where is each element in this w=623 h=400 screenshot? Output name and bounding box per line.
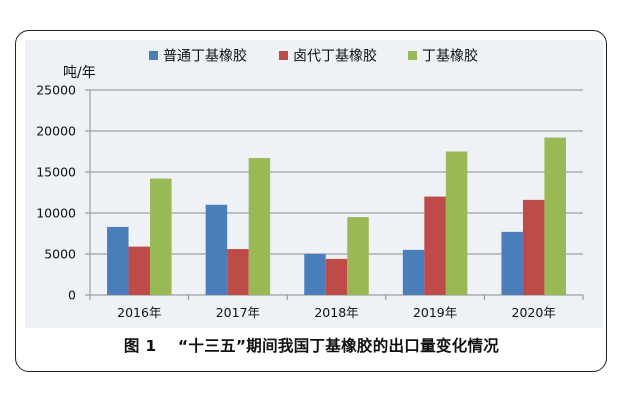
y-tick-label: 10000: [36, 206, 76, 221]
gridlines: [90, 89, 583, 255]
bars: [107, 137, 566, 295]
bar-1-2017年: [205, 204, 228, 295]
bar-2-2018年: [325, 258, 348, 295]
bar-1-2020年: [501, 231, 523, 295]
legend-label: 丁基橡胶: [422, 48, 478, 65]
x-tick-label: 2019年: [413, 305, 457, 320]
y-axis-unit: 吨/年: [63, 65, 96, 81]
legend-swatch: [149, 51, 158, 60]
bar-3-2020年: [544, 137, 566, 295]
legend-swatch: [279, 51, 288, 60]
legend-label: 卤代丁基橡胶: [293, 48, 377, 65]
y-tick-label: 20000: [36, 124, 76, 139]
bar-3-2017年: [248, 158, 271, 295]
bar-2-2019年: [424, 196, 446, 295]
bar-1-2016年: [107, 226, 129, 295]
x-tick-label: 2017年: [216, 305, 260, 320]
y-tick-label: 25000: [36, 83, 76, 98]
y-tick-label: 5000: [44, 247, 76, 262]
figure-caption: 图 1 “十三五”期间我国丁基橡胶的出口量变化情况: [123, 337, 500, 355]
y-tick-label: 15000: [36, 165, 76, 180]
legend-swatch: [408, 51, 417, 60]
y-tick-label: 0: [68, 288, 76, 303]
bar-1-2018年: [304, 254, 326, 295]
bar-3-2016年: [150, 178, 172, 295]
x-tick-label: 2020年: [512, 305, 556, 320]
legend-label: 普通丁基橡胶: [163, 48, 247, 65]
bar-3-2019年: [445, 151, 468, 295]
tick-labels: 0 5000 10000 15000 20000 25000 2016年 2017年 2018年…: [36, 83, 556, 321]
bar-2-2016年: [128, 246, 151, 295]
bar-2-2020年: [522, 199, 545, 295]
bar-1-2019年: [402, 249, 425, 295]
x-tick-label: 2018年: [314, 305, 358, 320]
bar-2-2017年: [227, 249, 249, 295]
x-tick-label: 2016年: [117, 305, 161, 320]
bar-3-2018年: [347, 217, 369, 295]
legend: 普通丁基橡胶 卤代丁基橡胶 丁基橡胶: [149, 48, 478, 65]
